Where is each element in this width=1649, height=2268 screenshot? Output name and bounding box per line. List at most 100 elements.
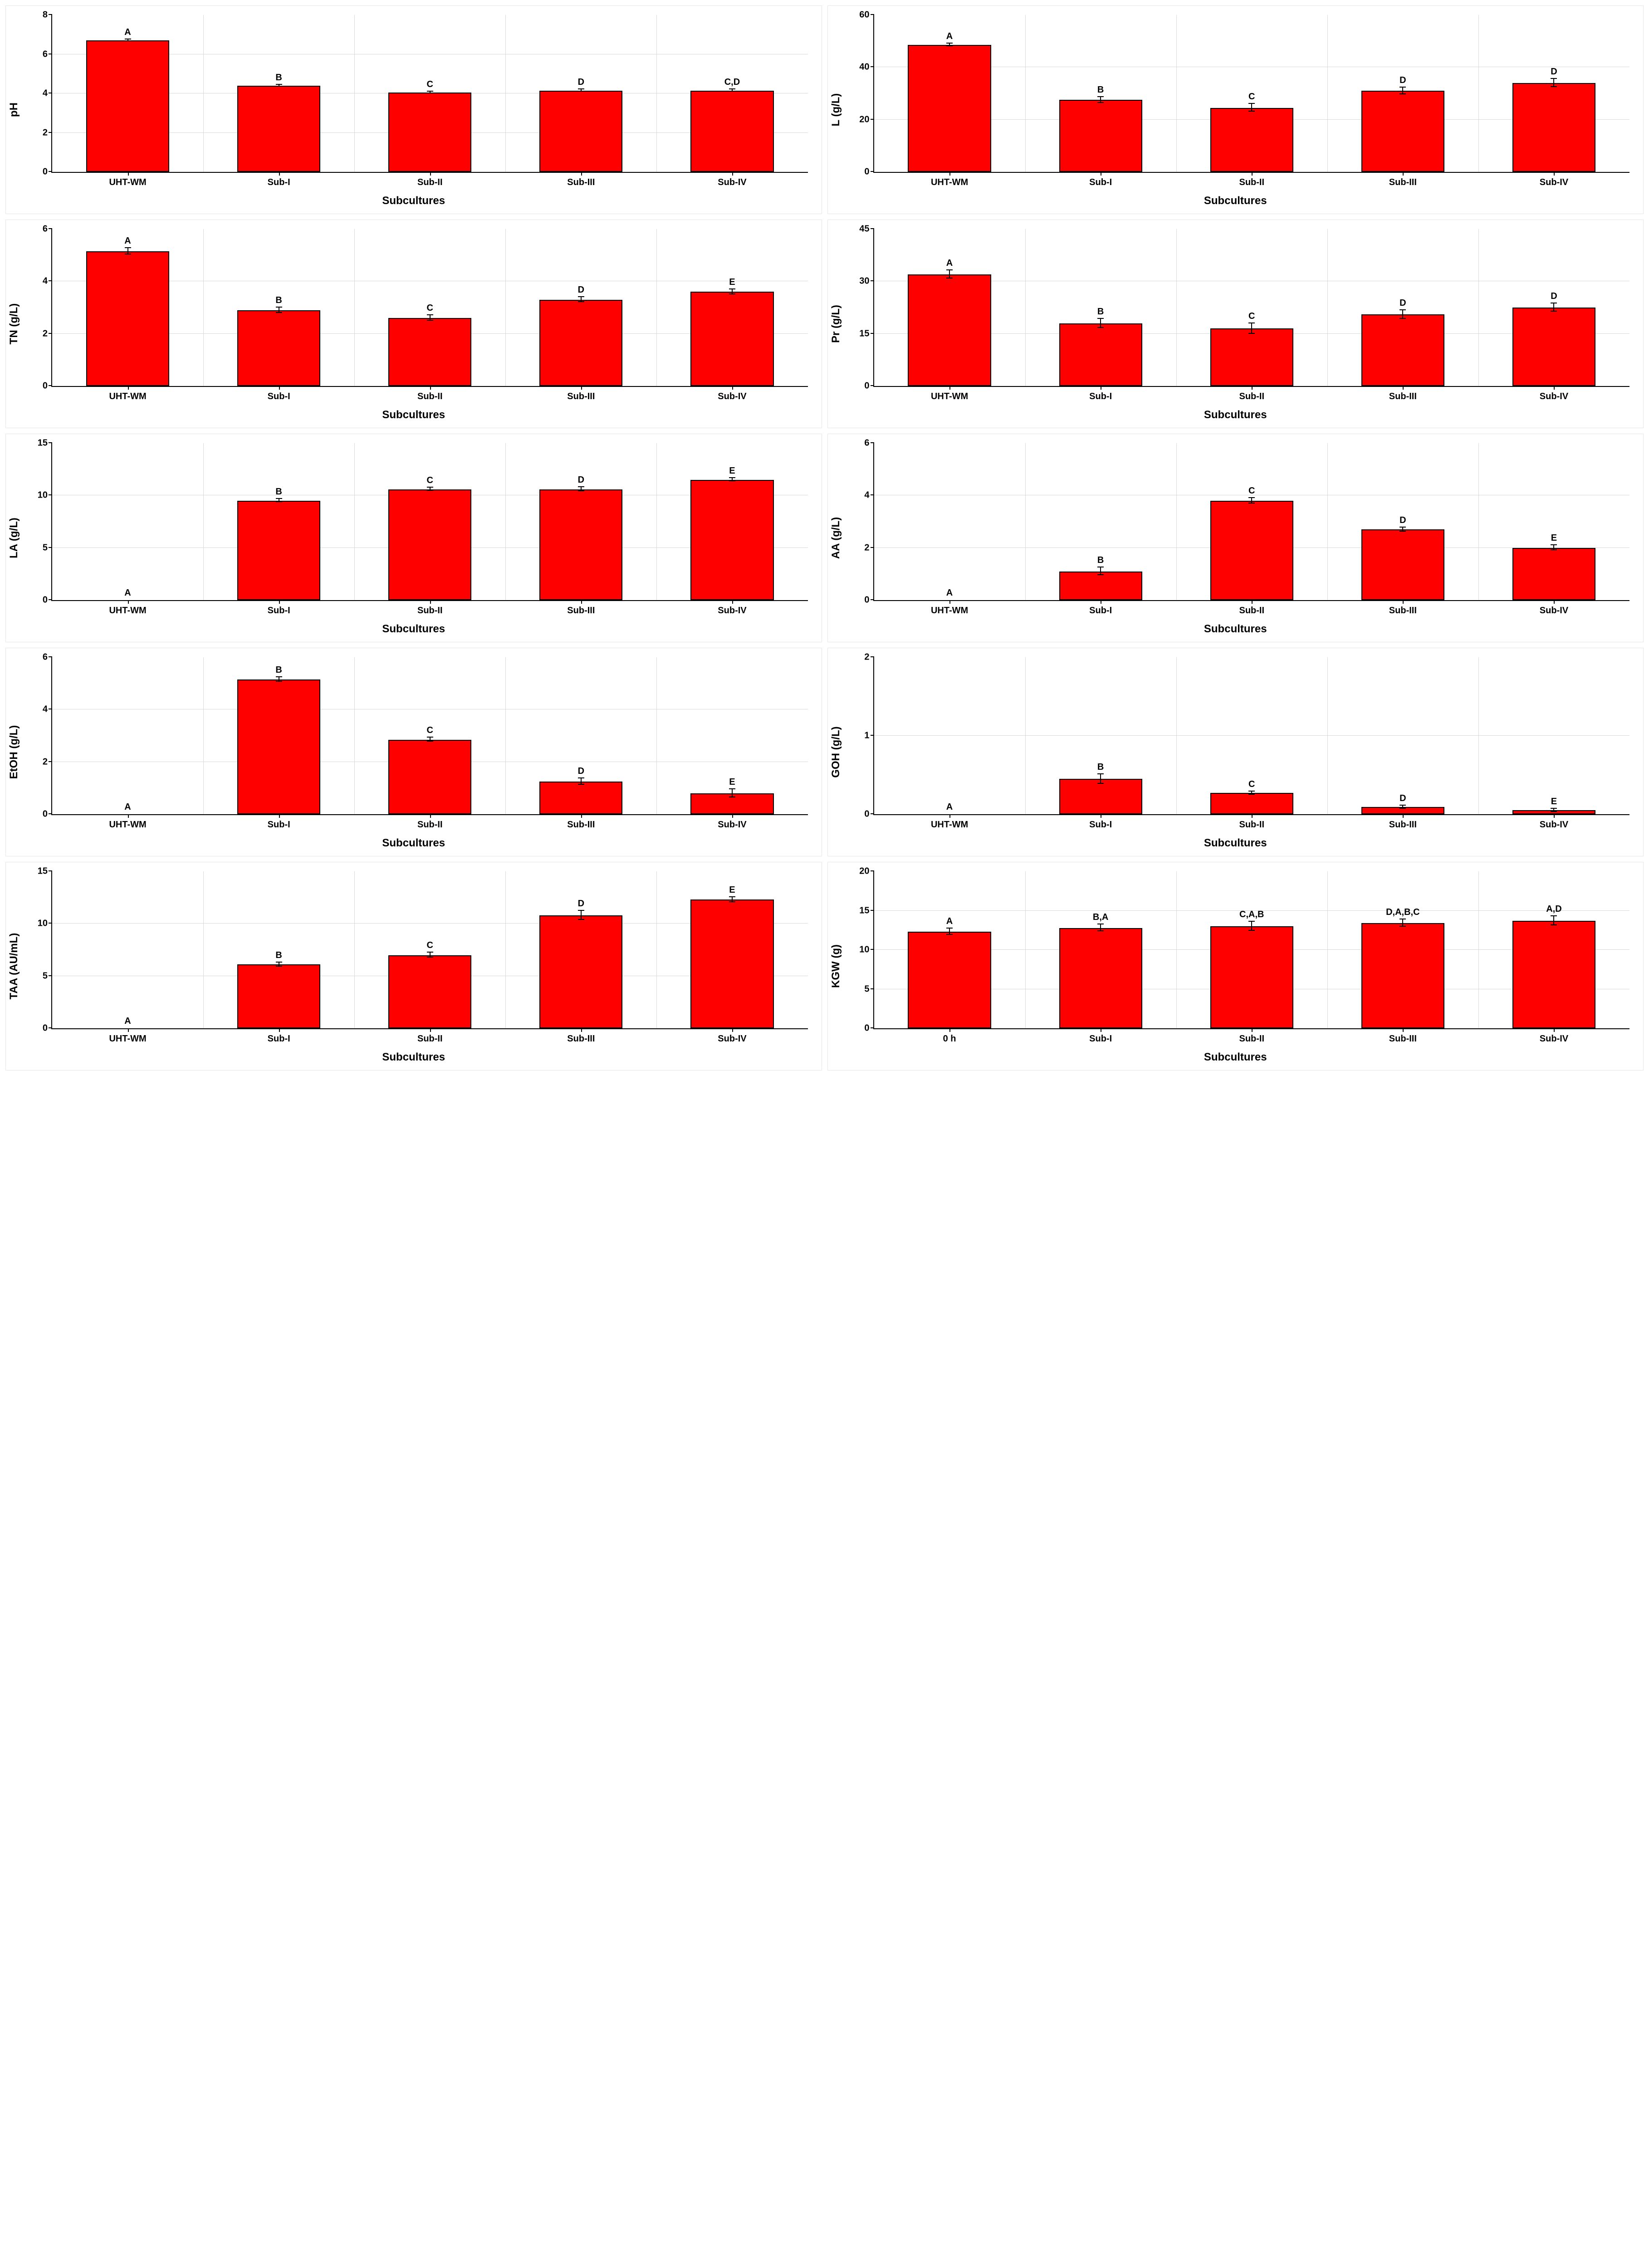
sig-label: C (427, 475, 433, 486)
bar-0: A (86, 443, 169, 600)
ytick-label: 20 (859, 866, 874, 877)
error-bar (1100, 319, 1101, 328)
sig-label: B (275, 295, 282, 306)
bar-4: D (1512, 229, 1595, 386)
ytick-label: 0 (43, 1023, 52, 1034)
error-cap (427, 952, 433, 953)
xtick-label: Sub-I (268, 600, 290, 616)
error-bar (1100, 774, 1101, 784)
ytick-label: 6 (43, 224, 52, 235)
sig-label: B (275, 665, 282, 675)
xlabel: Subcultures (6, 195, 822, 207)
vgridline (1025, 229, 1026, 386)
bar (690, 91, 773, 172)
sig-label: C (1248, 779, 1255, 790)
xtick-label: Sub-I (1089, 600, 1112, 616)
xtick-label: Sub-III (1389, 1028, 1417, 1044)
plot-area: 0246UHT-WMASub-IBSub-IICSub-IIIDSub-IVE (873, 443, 1630, 601)
bar-2: C,A,B (1210, 871, 1293, 1028)
vgridline (1176, 657, 1177, 814)
bar-0: A (908, 229, 991, 386)
xtick-label: Sub-III (1389, 814, 1417, 830)
bar (1361, 91, 1444, 172)
ylabel: TAA (AU/mL) (8, 933, 20, 1000)
error-cap (729, 788, 735, 789)
sig-label: C,D (724, 77, 740, 88)
xtick-label: UHT-WM (109, 814, 146, 830)
error-cap (578, 777, 584, 778)
ytick-label: 0 (864, 1023, 874, 1034)
xtick-label: Sub-IV (718, 172, 746, 188)
vgridline (1478, 15, 1479, 172)
ytick-label: 0 (43, 381, 52, 391)
sig-label: D (1399, 298, 1406, 308)
error-cap (1248, 103, 1255, 104)
ytick-label: 15 (38, 438, 52, 449)
vgridline (203, 871, 204, 1028)
xtick-label: Sub-III (567, 172, 595, 188)
sig-label: D (578, 766, 584, 777)
bar-4: E (690, 229, 773, 386)
bar (388, 93, 471, 172)
ytick-label: 6 (43, 49, 52, 59)
bar-2: C (1210, 15, 1293, 172)
error-cap (1097, 574, 1104, 575)
bar (237, 310, 320, 386)
bar-1: B (1059, 15, 1142, 172)
ytick-label: 4 (43, 88, 52, 99)
bar-3: D (1361, 657, 1444, 814)
chart-taa: TAA (AU/mL)Subcultures051015UHT-WMASub-I… (5, 862, 822, 1070)
ytick-label: 0 (864, 595, 874, 606)
bar-3: D,A,B,C (1361, 871, 1444, 1028)
ytick-label: 2 (43, 328, 52, 339)
bar (908, 274, 991, 386)
error-cap (729, 288, 735, 289)
bar (1059, 323, 1142, 386)
sig-label: C (1248, 92, 1255, 102)
ytick-label: 0 (864, 381, 874, 391)
xtick-label: UHT-WM (109, 1028, 146, 1044)
sig-label: D (578, 899, 584, 909)
bar-3: D (1361, 229, 1444, 386)
vgridline (1025, 871, 1026, 1028)
error-cap (1551, 915, 1557, 916)
xtick-label: Sub-III (567, 600, 595, 616)
xtick-label: Sub-II (417, 600, 443, 616)
xtick-label: Sub-IV (1540, 172, 1568, 188)
bar (237, 86, 320, 172)
xlabel: Subcultures (6, 623, 822, 635)
error-cap (1551, 78, 1557, 79)
vgridline (1176, 229, 1177, 386)
error-cap (427, 487, 433, 488)
bar (539, 300, 622, 386)
xtick-label: Sub-I (268, 386, 290, 402)
bar (1210, 501, 1293, 600)
bar (388, 489, 471, 601)
error-cap (1097, 318, 1104, 319)
bar (1210, 328, 1293, 386)
bar-0: A (908, 657, 991, 814)
bar (86, 40, 169, 172)
error-cap (1248, 497, 1255, 498)
error-cap (1399, 93, 1406, 94)
sig-label: C (1248, 311, 1255, 322)
error-bar (1251, 922, 1252, 931)
bar (237, 501, 320, 600)
xtick-label: Sub-II (1239, 814, 1264, 830)
vgridline (354, 871, 355, 1028)
bar-2: C (388, 657, 471, 814)
xtick-label: Sub-IV (1540, 814, 1568, 830)
bar-0: A (86, 657, 169, 814)
xtick-label: UHT-WM (109, 600, 146, 616)
xlabel: Subcultures (6, 837, 822, 850)
bar (1059, 928, 1142, 1028)
vgridline (1025, 15, 1026, 172)
xtick-label: Sub-III (1389, 600, 1417, 616)
sig-label: B (1097, 762, 1104, 772)
sig-label: C (427, 940, 433, 951)
bar-1: B (237, 15, 320, 172)
error-cap (1399, 87, 1406, 88)
plot-area: 012UHT-WMASub-IBSub-IICSub-IIIDSub-IVE (873, 657, 1630, 815)
bar-1: B (1059, 657, 1142, 814)
bar-3: D (539, 443, 622, 600)
